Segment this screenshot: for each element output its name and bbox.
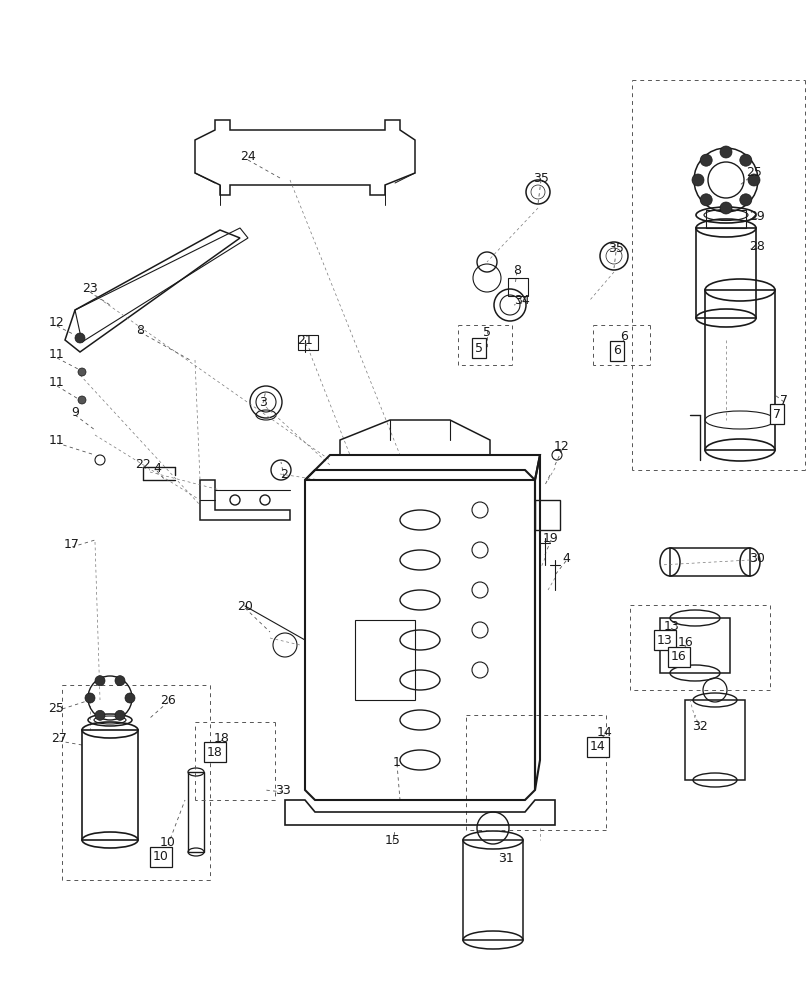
Text: 16: 16 <box>671 650 686 664</box>
Circle shape <box>125 693 135 703</box>
Text: 25: 25 <box>745 165 761 178</box>
Text: 5: 5 <box>474 342 483 355</box>
Circle shape <box>75 333 85 343</box>
Text: 21: 21 <box>297 334 312 347</box>
Text: 10: 10 <box>160 836 176 850</box>
Text: 4: 4 <box>153 462 161 475</box>
Text: 27: 27 <box>51 732 67 744</box>
Text: 12: 12 <box>49 316 65 330</box>
Text: 11: 11 <box>49 376 65 389</box>
Text: 3: 3 <box>259 395 267 408</box>
Circle shape <box>739 194 751 206</box>
Text: 34: 34 <box>513 294 530 308</box>
Bar <box>695 228 755 318</box>
Text: 35: 35 <box>607 242 623 255</box>
Text: 23: 23 <box>82 282 98 294</box>
Text: 8: 8 <box>135 324 144 336</box>
Text: 31: 31 <box>497 852 513 864</box>
Text: 6: 6 <box>612 344 620 358</box>
Text: 12: 12 <box>553 440 569 454</box>
Circle shape <box>95 710 105 720</box>
Text: 6: 6 <box>620 330 627 344</box>
Bar <box>704 290 774 450</box>
Bar <box>462 840 522 940</box>
Text: 7: 7 <box>772 408 780 420</box>
Text: 15: 15 <box>384 834 401 846</box>
Circle shape <box>85 693 95 703</box>
Bar <box>705 210 745 228</box>
Bar <box>508 278 527 296</box>
Circle shape <box>115 676 125 686</box>
Text: 17: 17 <box>64 538 79 550</box>
Text: 5: 5 <box>483 326 491 340</box>
Text: 16: 16 <box>677 637 693 650</box>
Text: 4: 4 <box>561 552 569 564</box>
Circle shape <box>95 676 105 686</box>
Circle shape <box>78 368 86 376</box>
Circle shape <box>719 146 731 158</box>
Text: 14: 14 <box>590 740 605 754</box>
Text: 8: 8 <box>513 263 521 276</box>
Text: 18: 18 <box>214 732 230 744</box>
Text: 35: 35 <box>532 172 548 184</box>
Text: 30: 30 <box>748 552 764 564</box>
Text: 20: 20 <box>237 599 252 612</box>
Text: 13: 13 <box>656 634 672 647</box>
Text: 11: 11 <box>49 434 65 446</box>
Text: 14: 14 <box>596 726 612 740</box>
Text: 19: 19 <box>543 532 558 544</box>
Text: 32: 32 <box>691 720 707 734</box>
Circle shape <box>699 154 711 166</box>
Text: 25: 25 <box>48 702 64 714</box>
Bar <box>82 730 138 840</box>
Bar <box>684 700 744 780</box>
Circle shape <box>691 174 703 186</box>
Text: 29: 29 <box>749 210 764 223</box>
Bar <box>298 335 318 350</box>
Text: 33: 33 <box>275 784 290 796</box>
Text: 9: 9 <box>71 406 79 420</box>
Circle shape <box>719 202 731 214</box>
Circle shape <box>78 396 86 404</box>
Bar <box>354 620 414 700</box>
Text: 11: 11 <box>49 349 65 361</box>
Bar <box>659 618 729 673</box>
Text: 13: 13 <box>663 619 679 633</box>
Text: 28: 28 <box>748 239 764 252</box>
Text: 26: 26 <box>160 694 176 706</box>
Text: 1: 1 <box>393 756 401 768</box>
Circle shape <box>115 710 125 720</box>
Text: 22: 22 <box>135 458 151 471</box>
Circle shape <box>739 154 751 166</box>
Circle shape <box>699 194 711 206</box>
Text: 7: 7 <box>779 393 787 406</box>
Bar <box>188 772 204 852</box>
Bar <box>669 548 749 576</box>
Text: 18: 18 <box>207 746 223 758</box>
Text: 2: 2 <box>280 468 288 481</box>
Circle shape <box>747 174 759 186</box>
Text: 10: 10 <box>153 850 169 863</box>
Text: 24: 24 <box>240 150 255 163</box>
